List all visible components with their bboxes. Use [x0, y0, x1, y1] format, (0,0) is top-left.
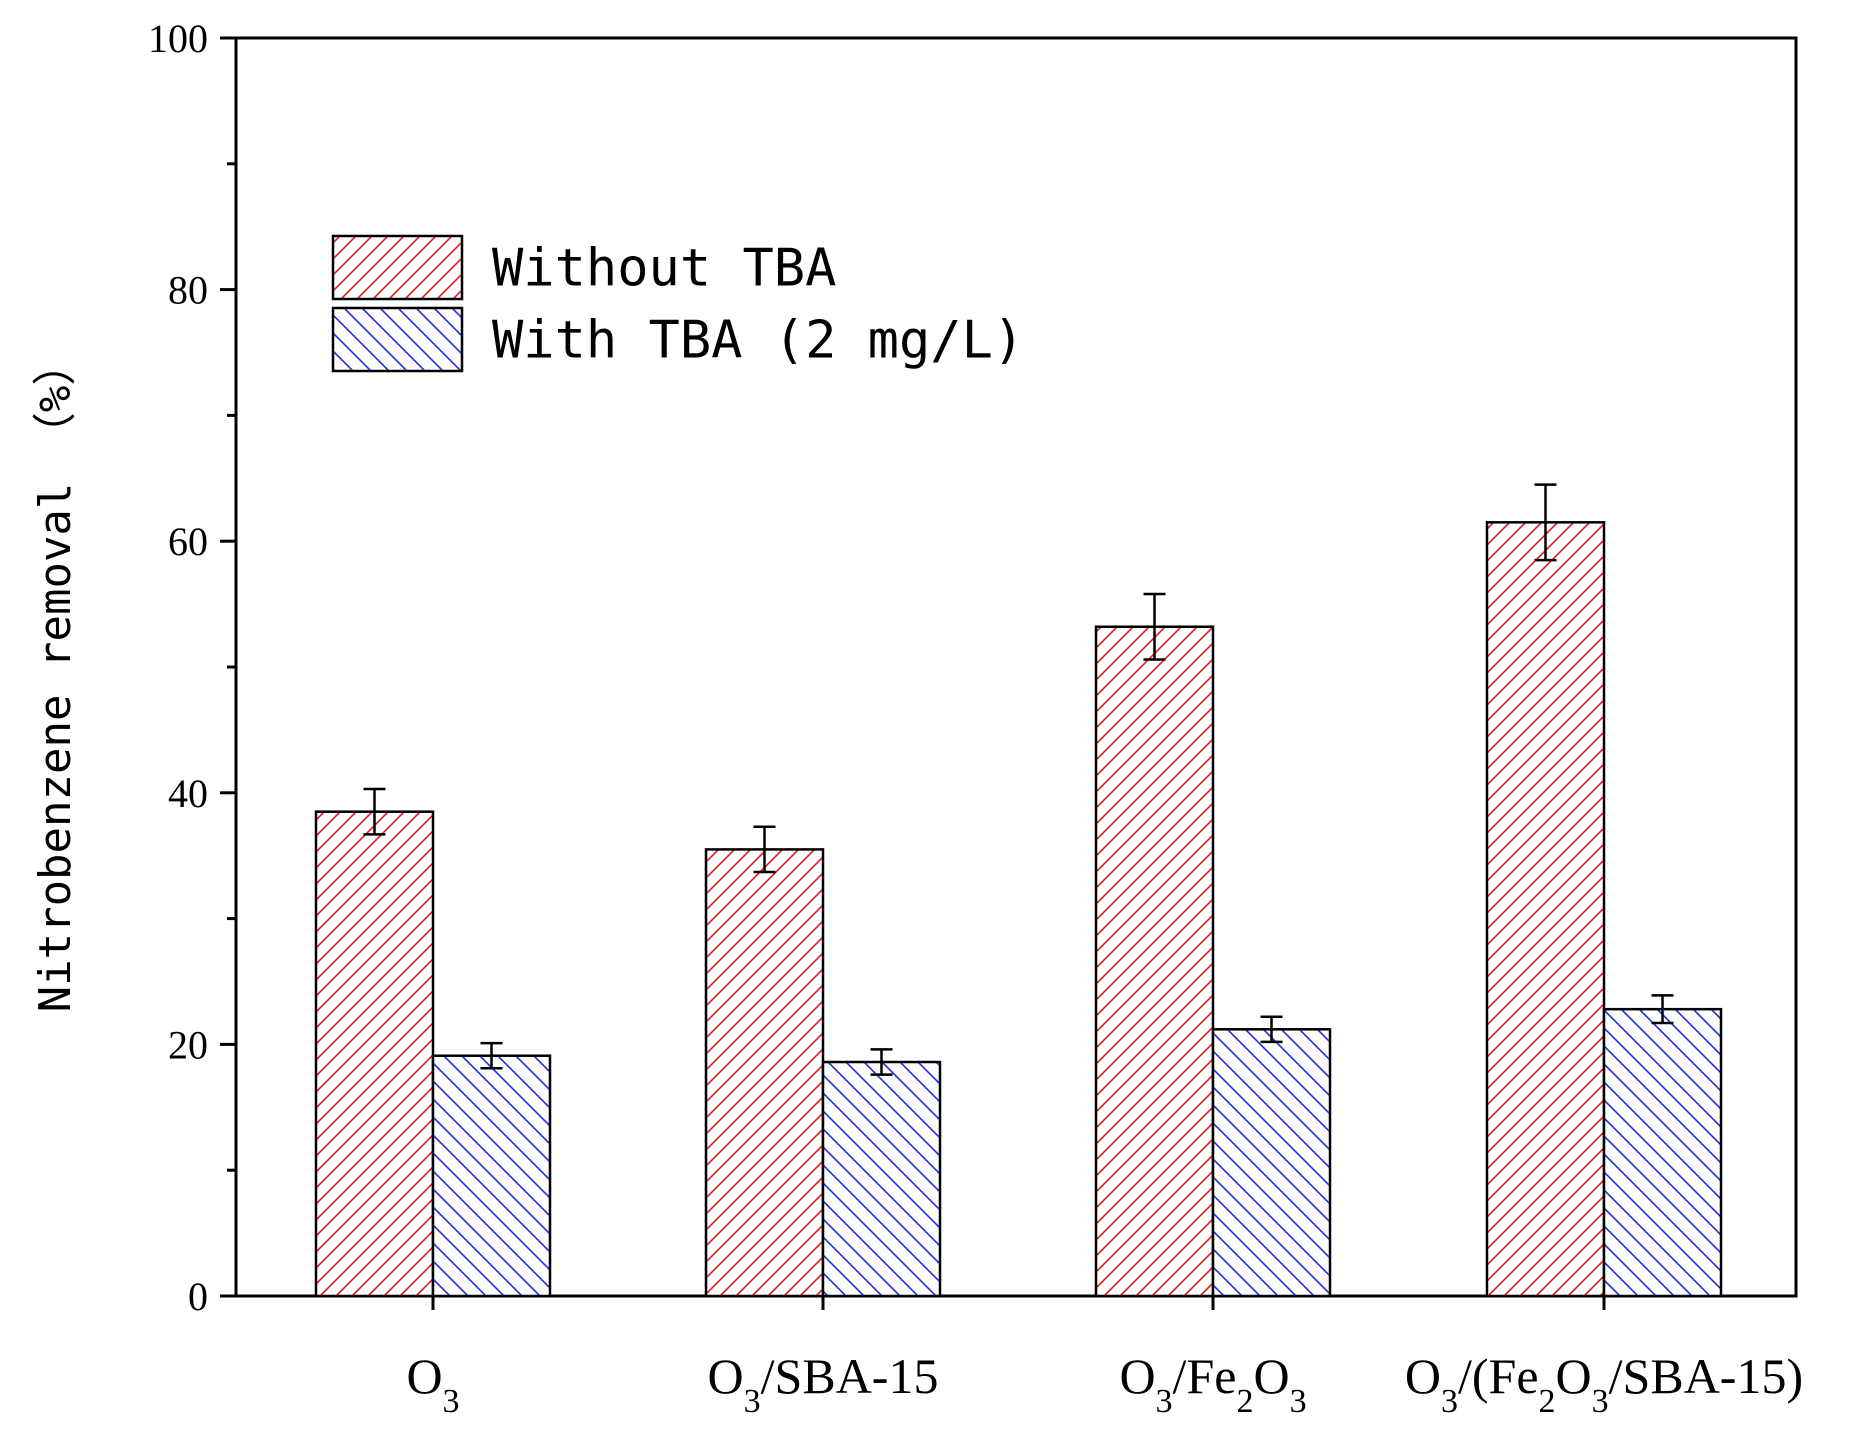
legend-swatch — [331, 234, 464, 301]
bar — [1211, 1028, 1332, 1298]
y-tick-label: 20 — [168, 1022, 208, 1067]
bar — [431, 1054, 552, 1298]
legend-label: With TBA (2 mg/L) — [492, 311, 1024, 371]
y-tick-label: 60 — [168, 519, 208, 564]
legend-swatch — [331, 306, 464, 373]
legend: Without TBA With TBA (2 mg/L) — [331, 234, 1024, 373]
axes — [220, 36, 1798, 1310]
bar — [1602, 1007, 1723, 1298]
labels: 0 20 40 60 80 100 Nitrobenzene removal （%） O3 O3… — [30, 16, 1803, 1420]
x-tick-label: O3/Fe2O3 — [1119, 1348, 1306, 1420]
bar — [314, 810, 435, 1298]
y-tick-label: 0 — [188, 1274, 208, 1319]
x-tick-label: O3 — [406, 1348, 459, 1420]
y-tick-label: 100 — [148, 16, 208, 61]
y-axis-title: Nitrobenzene removal （%） — [30, 342, 81, 1013]
bar — [704, 848, 825, 1298]
bar — [1485, 521, 1606, 1298]
bar — [1094, 625, 1215, 1298]
x-tick-label: O3/(Fe2O3/SBA-15) — [1405, 1348, 1803, 1420]
legend-label: Without TBA — [492, 239, 836, 299]
bars — [314, 483, 1723, 1298]
y-tick-label: 80 — [168, 268, 208, 313]
y-tick-label: 40 — [168, 771, 208, 816]
bar — [821, 1060, 942, 1298]
x-tick-label: O3/SBA-15 — [708, 1348, 939, 1420]
